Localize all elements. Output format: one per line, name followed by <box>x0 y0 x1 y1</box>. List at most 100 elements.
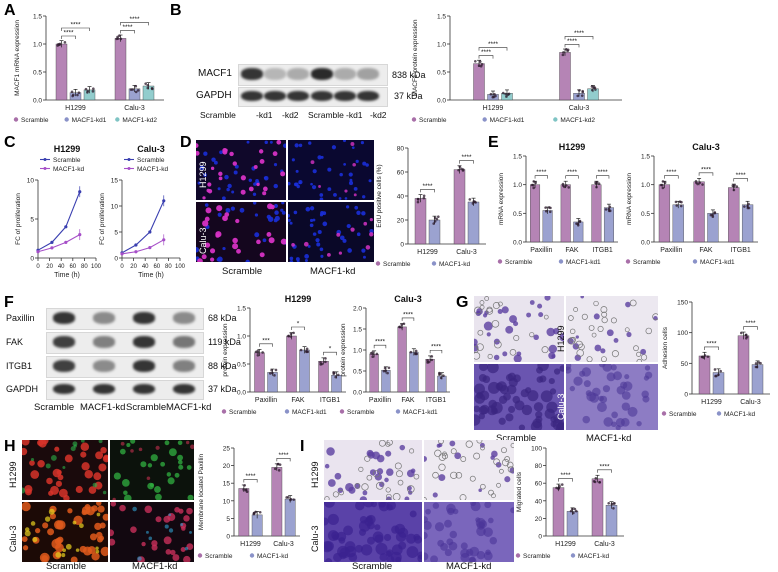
cell <box>95 549 100 554</box>
significance-bracket <box>276 458 291 462</box>
paxillin-image-calu3-kd <box>110 502 194 562</box>
cell <box>586 356 593 362</box>
cell <box>232 237 238 244</box>
y-tick-label: 20 <box>397 218 405 225</box>
significance-label: **** <box>481 49 492 56</box>
x-tick-label: Calu-3 <box>569 105 590 112</box>
cell <box>386 504 393 511</box>
migration-image-h1299-scramble <box>324 440 422 500</box>
data-point <box>531 183 535 187</box>
cell <box>498 417 506 425</box>
data-point <box>474 201 477 204</box>
cell <box>484 296 490 301</box>
cell <box>22 447 28 456</box>
cell <box>309 223 314 228</box>
data-point <box>612 502 616 505</box>
cell <box>398 541 407 550</box>
data-point <box>505 95 508 98</box>
cell <box>120 441 125 446</box>
data-point <box>299 348 303 352</box>
significance-bracket <box>291 326 305 330</box>
cell <box>319 197 324 200</box>
cell <box>225 207 231 213</box>
data-point <box>680 200 683 204</box>
data-point <box>430 355 434 358</box>
data-point <box>305 350 308 354</box>
blot-band <box>53 360 75 372</box>
legend-marker <box>497 259 503 264</box>
data-point <box>754 362 758 365</box>
cell <box>254 232 260 238</box>
bar <box>55 43 68 101</box>
data-point <box>713 368 717 371</box>
legend-marker <box>115 117 120 122</box>
significance-label: **** <box>403 311 414 318</box>
cell <box>349 178 353 182</box>
data-point <box>458 165 462 168</box>
cell <box>548 378 555 385</box>
cell <box>30 457 35 462</box>
y-tick-label: 20 <box>535 516 543 523</box>
cell <box>227 183 232 189</box>
cell <box>315 238 320 243</box>
bar <box>542 210 553 243</box>
significance-label: **** <box>461 154 472 161</box>
data-point <box>478 60 482 63</box>
y-tick-label: 1.5 <box>437 14 446 21</box>
cell <box>327 187 332 192</box>
cell <box>122 479 130 487</box>
cell <box>168 513 172 517</box>
data-point <box>369 352 373 355</box>
cell <box>492 302 500 310</box>
cell <box>386 555 395 562</box>
cell <box>163 536 172 545</box>
data-point <box>468 198 472 201</box>
data-point <box>717 373 720 377</box>
cell <box>289 221 293 225</box>
blot-b-size-label: 37 kDa <box>394 91 423 101</box>
data-point <box>493 92 496 96</box>
blot-band <box>357 68 379 80</box>
cell <box>385 496 392 500</box>
cell <box>624 374 630 380</box>
significance-bracket <box>478 47 508 51</box>
cell <box>424 497 427 500</box>
bar <box>414 198 427 245</box>
cell <box>289 260 294 262</box>
adhesion-image-calu3-kd <box>566 364 658 430</box>
cell <box>164 440 170 446</box>
significance-label: **** <box>122 24 133 31</box>
blot-band <box>357 90 379 102</box>
data-point <box>414 352 417 356</box>
data-point <box>432 222 436 225</box>
cell <box>224 148 228 153</box>
cell <box>606 329 614 337</box>
data-point <box>402 322 406 326</box>
cell <box>575 340 583 349</box>
data-point <box>146 84 150 87</box>
cell <box>404 496 410 500</box>
data-point <box>398 325 401 329</box>
cell <box>130 526 137 533</box>
cell <box>331 145 337 150</box>
cell <box>432 471 439 479</box>
bar <box>271 467 283 537</box>
data-point <box>305 347 309 351</box>
bar <box>473 63 485 101</box>
y-tick-label: 10 <box>111 204 119 211</box>
cell <box>483 321 493 331</box>
cell <box>469 475 476 482</box>
cell <box>276 140 282 145</box>
cell <box>474 351 481 360</box>
legend-marker <box>127 158 131 161</box>
y-tick-label: 0.0 <box>513 240 522 247</box>
significance-label: **** <box>745 320 756 327</box>
y-tick-label: 1.0 <box>353 348 362 355</box>
cell <box>385 441 391 447</box>
cell <box>310 160 315 165</box>
data-point <box>70 90 74 94</box>
cell <box>338 490 344 496</box>
panel-label-c: C <box>4 134 16 151</box>
cell <box>202 220 209 227</box>
cell <box>204 242 211 248</box>
